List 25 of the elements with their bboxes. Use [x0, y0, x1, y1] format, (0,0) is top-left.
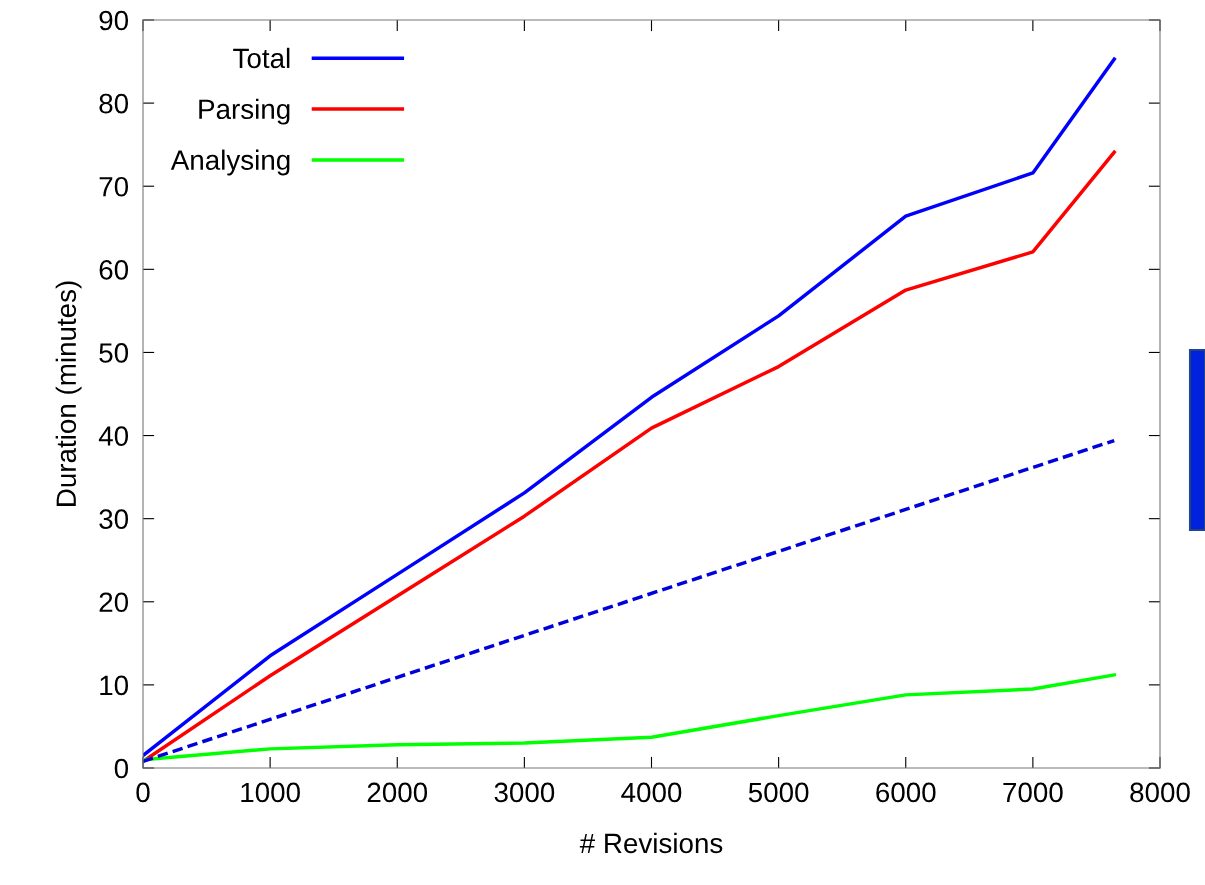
y-axis-title: Duration (minutes) — [55, 281, 82, 506]
y-tick-label: 90 — [99, 10, 129, 31]
y-tick-label: 30 — [99, 509, 129, 530]
x-axis-title: # Revisions — [579, 832, 723, 854]
x-tick-label: 2000 — [367, 782, 428, 803]
x-tick-label: 4000 — [621, 782, 682, 803]
legend-label: Total — [233, 47, 290, 69]
x-tick-label: 7000 — [1003, 782, 1063, 803]
legend-label: Parsing — [199, 98, 290, 125]
y-tick-label: 10 — [100, 675, 129, 696]
y-tick-label: 60 — [99, 260, 129, 280]
x-tick-label: 1000 — [241, 782, 300, 803]
y-tick-label: 40 — [98, 426, 129, 446]
legend-label: Analysing — [170, 149, 290, 176]
y-tick-label: 50 — [99, 343, 129, 363]
x-tick-label: 5000 — [748, 782, 809, 803]
y-tick-label: 70 — [99, 176, 129, 197]
line-series — [143, 673, 1116, 762]
x-tick-label: 6000 — [876, 782, 936, 803]
x-tick-label: 0 — [136, 782, 150, 803]
y-tick-label: 20 — [99, 592, 129, 613]
x-tick-label: 3000 — [494, 782, 555, 803]
x-tick-label: 8000 — [1130, 782, 1190, 803]
y-tick-label: 80 — [99, 93, 129, 114]
y-tick-label: 0 — [114, 758, 129, 779]
